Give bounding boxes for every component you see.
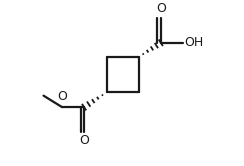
Text: O: O xyxy=(57,90,67,103)
Text: O: O xyxy=(79,134,89,147)
Text: O: O xyxy=(156,2,166,15)
Text: OH: OH xyxy=(185,36,204,49)
